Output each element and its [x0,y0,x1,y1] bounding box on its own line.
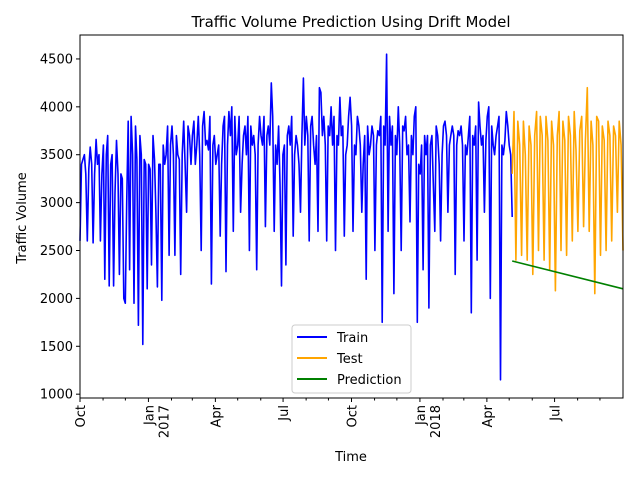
series-line-prediction [512,260,624,290]
x-tick-year-label: 2018 [429,405,444,438]
x-tick-label: Jul [549,405,564,422]
y-axis-label: Traffic Volume [15,172,30,265]
legend-label-prediction: Prediction [337,373,402,388]
y-tick-label: 2500 [40,244,73,259]
series-layer [79,53,624,381]
legend-box [291,324,412,394]
y-tick-label: 3500 [40,148,73,163]
chart-title: Traffic Volume Prediction Using Drift Mo… [190,13,510,31]
y-axis: 1000 1500 2000 2500 3000 3500 4000 4500 [40,52,80,403]
y-tick-label: 2000 [40,292,73,307]
y-tick-label: 3000 [40,196,73,211]
x-tick-label: Jan [142,405,157,426]
legend: Train Test Prediction [291,324,412,394]
series-line-train [79,53,513,381]
x-tick-label: Oct [346,405,361,427]
x-tick-label: Jan [414,405,429,426]
y-tick-label: 1000 [40,388,73,403]
y-tick-label: 1500 [40,340,73,355]
legend-label-train: Train [336,331,368,346]
series-line-test [511,86,624,295]
x-tick-year-label: 2017 [157,405,172,438]
x-tick-label: Oct [74,405,89,427]
x-axis-label: Time [334,450,367,465]
x-tick-label: Jul [277,405,292,422]
legend-label-test: Test [336,352,363,367]
y-tick-label: 4500 [40,52,73,67]
x-axis: Oct Jan 2017 Apr Jul Oct Jan 2018 Apr Jul [74,398,601,438]
x-tick-label: Apr [209,404,224,427]
x-tick-label: Apr [481,404,496,427]
y-tick-label: 4000 [40,100,73,115]
